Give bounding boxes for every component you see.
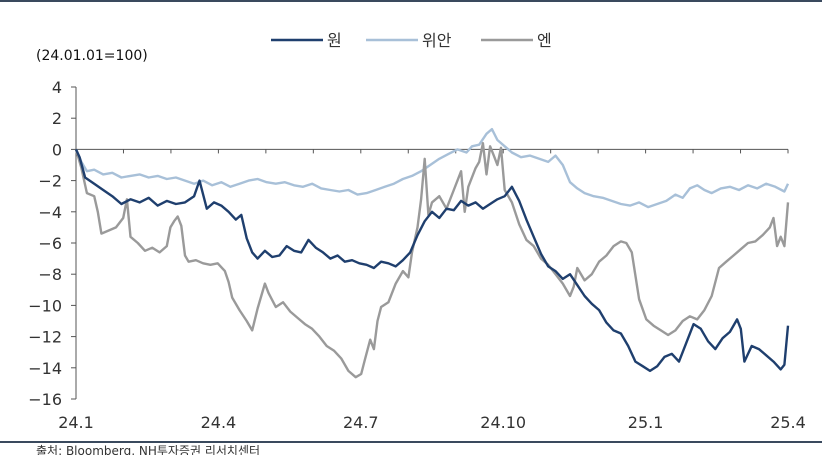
chart-subtitle: (24.01.01=100) [36, 48, 148, 64]
x-tick-label: 24.1 [58, 413, 94, 432]
y-tick-label: −4 [38, 203, 62, 222]
series-line-0 [74, 148, 790, 373]
x-tick-label: 24.7 [343, 413, 379, 432]
legend: 원 위안 엔 [271, 31, 552, 50]
y-tick-label: 4 [52, 78, 62, 97]
x-tick-label: 24.10 [480, 413, 526, 432]
series-line-2 [74, 142, 790, 379]
y-tick-label: −2 [38, 172, 62, 191]
y-tick-label: −12 [28, 328, 62, 347]
y-tick-label: 0 [52, 140, 62, 159]
series-line-1 [74, 127, 790, 209]
y-tick-label: −16 [28, 390, 62, 409]
x-tick-label: 24.4 [201, 413, 237, 432]
series-layer [74, 127, 790, 379]
legend-label-1: 위안 [422, 31, 452, 50]
y-tick-label: −14 [28, 359, 62, 378]
x-axis: 24.1 24.4 24.7 24.10 25.1 25.4 [58, 148, 806, 432]
y-tick-label: −6 [38, 234, 62, 253]
chart-source: 출처: Bloomberg, NH투자증권 리서치센터 [36, 444, 260, 455]
y-tick-label: −10 [28, 296, 62, 315]
legend-label-2: 엔 [537, 31, 552, 50]
legend-label-0: 원 [327, 31, 342, 50]
y-axis: 4 2 0 −2 −4 −6 −8 −10 −12 −14 −16 [28, 78, 77, 409]
x-tick-label: 25.1 [628, 413, 664, 432]
y-tick-label: 2 [52, 109, 62, 128]
x-tick-label: 25.4 [770, 413, 806, 432]
y-tick-label: −8 [38, 265, 62, 284]
